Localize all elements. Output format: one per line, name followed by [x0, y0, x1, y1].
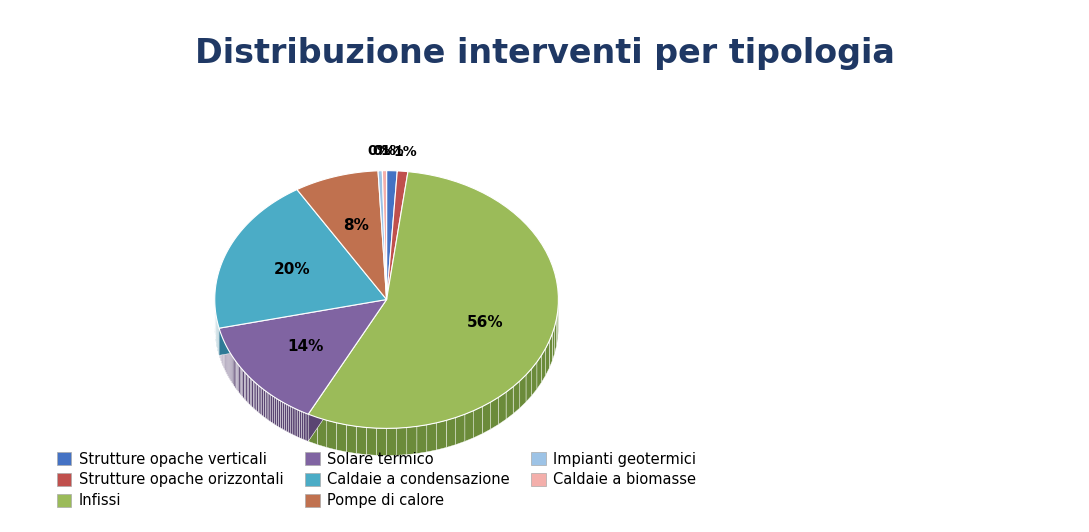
Polygon shape: [306, 413, 308, 442]
Polygon shape: [267, 392, 269, 420]
Polygon shape: [269, 393, 271, 422]
Polygon shape: [244, 372, 246, 401]
Polygon shape: [308, 414, 317, 445]
Polygon shape: [417, 425, 427, 453]
Polygon shape: [382, 171, 387, 300]
Text: Distribuzione interventi per tipologia: Distribuzione interventi per tipologia: [195, 37, 894, 70]
Polygon shape: [246, 373, 247, 402]
Polygon shape: [396, 428, 407, 455]
Polygon shape: [233, 357, 234, 386]
Polygon shape: [387, 171, 397, 300]
Polygon shape: [366, 428, 377, 455]
Polygon shape: [240, 367, 242, 396]
Polygon shape: [491, 397, 499, 429]
Polygon shape: [519, 375, 526, 408]
Text: 1%: 1%: [393, 145, 417, 159]
Text: 0%: 0%: [372, 144, 396, 159]
Polygon shape: [295, 409, 297, 437]
Polygon shape: [282, 402, 284, 430]
Polygon shape: [474, 406, 482, 438]
Polygon shape: [337, 423, 346, 452]
Text: 8%: 8%: [343, 218, 369, 233]
Polygon shape: [446, 418, 455, 447]
Polygon shape: [271, 395, 272, 423]
Polygon shape: [327, 420, 337, 450]
Polygon shape: [243, 370, 244, 399]
Polygon shape: [293, 408, 295, 436]
Polygon shape: [346, 425, 356, 453]
Polygon shape: [455, 414, 465, 445]
Polygon shape: [465, 411, 474, 442]
Polygon shape: [513, 381, 519, 414]
Polygon shape: [236, 362, 237, 390]
Polygon shape: [317, 418, 327, 447]
Polygon shape: [238, 365, 240, 394]
Text: 1%: 1%: [381, 144, 405, 159]
Polygon shape: [302, 411, 304, 439]
Polygon shape: [289, 405, 291, 434]
Polygon shape: [378, 171, 387, 300]
Polygon shape: [252, 379, 254, 408]
Polygon shape: [279, 400, 281, 428]
Polygon shape: [232, 355, 233, 384]
Polygon shape: [387, 428, 396, 455]
Polygon shape: [546, 341, 549, 376]
Polygon shape: [284, 403, 286, 431]
Polygon shape: [526, 369, 531, 402]
Polygon shape: [242, 369, 243, 397]
Polygon shape: [215, 189, 387, 328]
Polygon shape: [250, 378, 252, 406]
Polygon shape: [387, 171, 408, 300]
Legend: Strutture opache verticali, Strutture opache orizzontali, Infissi, Solare termic: Strutture opache verticali, Strutture op…: [51, 446, 702, 514]
Polygon shape: [308, 172, 559, 428]
Polygon shape: [556, 311, 558, 346]
Polygon shape: [552, 327, 554, 361]
Polygon shape: [255, 383, 257, 411]
Polygon shape: [260, 387, 261, 415]
Polygon shape: [377, 428, 387, 455]
Polygon shape: [506, 387, 513, 419]
Polygon shape: [274, 397, 277, 426]
Polygon shape: [281, 401, 282, 429]
Polygon shape: [247, 375, 248, 403]
Polygon shape: [257, 384, 258, 412]
Polygon shape: [437, 420, 446, 450]
Text: 0%: 0%: [367, 144, 391, 159]
Text: 20%: 20%: [273, 262, 310, 277]
Polygon shape: [297, 410, 299, 438]
Polygon shape: [308, 300, 387, 442]
Polygon shape: [235, 360, 236, 389]
Polygon shape: [234, 359, 235, 387]
Polygon shape: [219, 300, 387, 414]
Polygon shape: [286, 404, 289, 433]
Polygon shape: [261, 388, 264, 417]
Polygon shape: [277, 398, 279, 427]
Polygon shape: [308, 300, 387, 442]
Polygon shape: [258, 385, 260, 414]
Polygon shape: [297, 171, 387, 300]
Text: 14%: 14%: [287, 339, 323, 354]
Polygon shape: [254, 381, 255, 410]
Polygon shape: [531, 362, 537, 396]
Polygon shape: [264, 389, 266, 418]
Polygon shape: [407, 426, 417, 455]
Polygon shape: [219, 300, 387, 355]
Polygon shape: [291, 406, 293, 435]
Polygon shape: [356, 426, 366, 455]
Polygon shape: [299, 411, 302, 438]
Polygon shape: [554, 319, 556, 354]
Polygon shape: [272, 396, 274, 425]
Polygon shape: [541, 348, 546, 383]
Polygon shape: [266, 390, 267, 419]
Polygon shape: [237, 363, 238, 393]
Polygon shape: [499, 392, 506, 425]
Polygon shape: [427, 423, 437, 452]
Polygon shape: [304, 412, 306, 440]
Polygon shape: [482, 402, 491, 434]
Text: 56%: 56%: [467, 315, 503, 330]
Polygon shape: [219, 300, 387, 355]
Polygon shape: [549, 334, 552, 368]
Polygon shape: [248, 376, 250, 405]
Polygon shape: [537, 355, 541, 389]
